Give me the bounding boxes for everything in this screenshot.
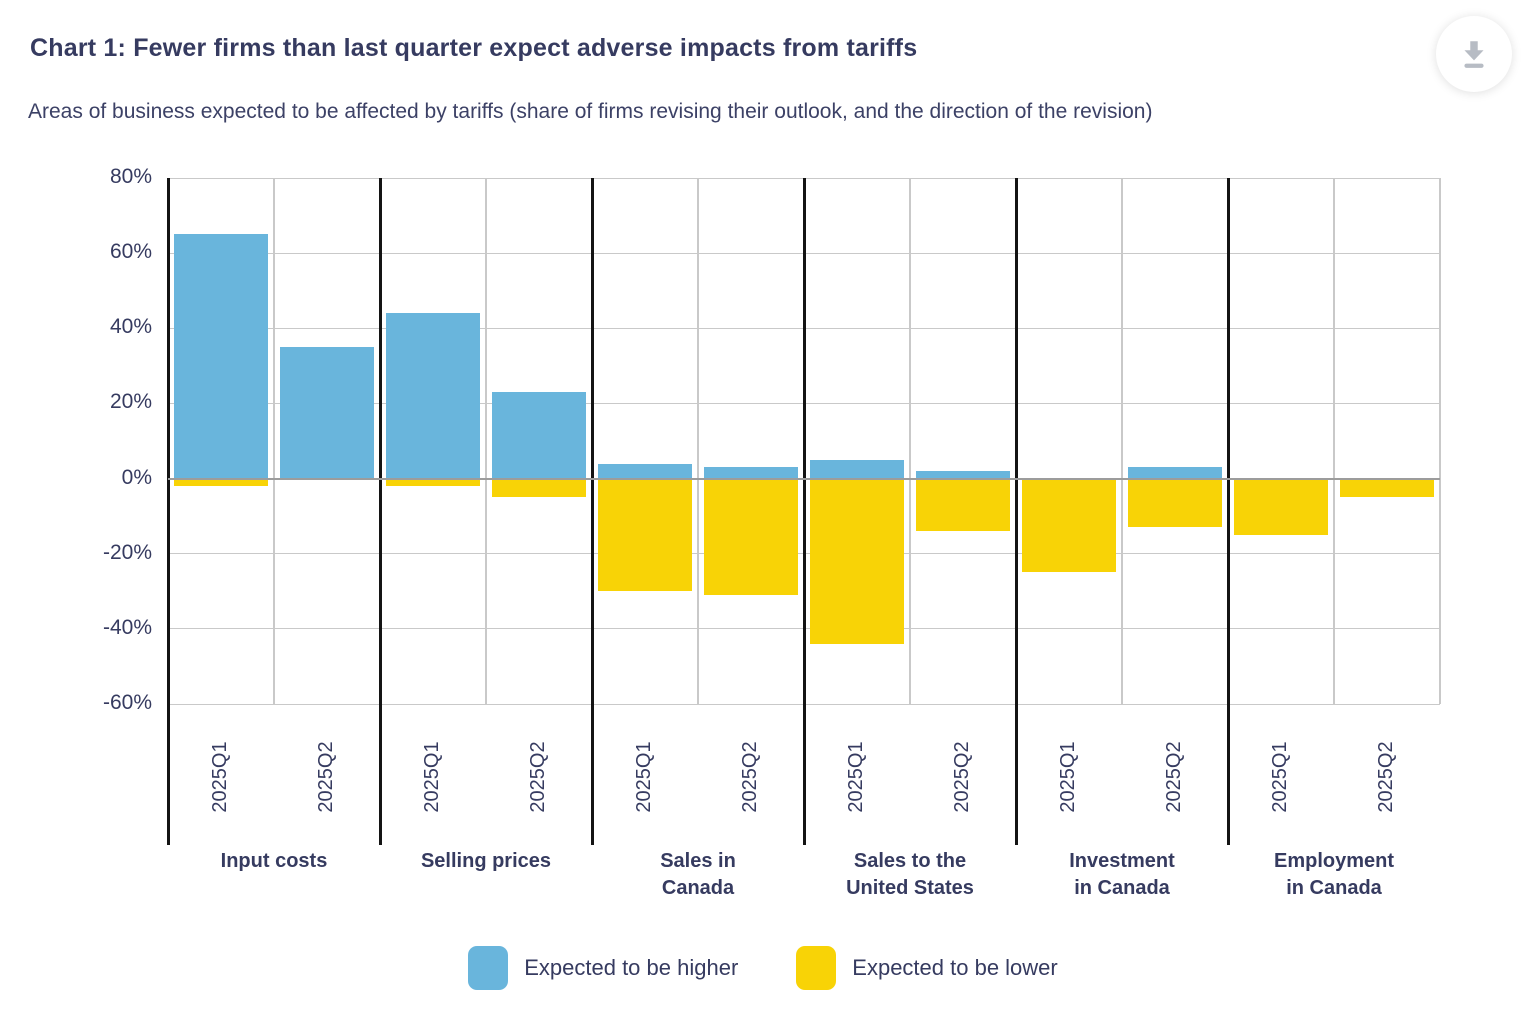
x-tick-label: 2025Q1: [1057, 741, 1079, 813]
bar-higher-selling-prices-2025q1[interactable]: [386, 313, 480, 479]
chart-title: Chart 1: Fewer firms than last quarter e…: [30, 34, 918, 62]
x-tick-label: 2025Q2: [951, 741, 973, 813]
bar-lower-employment-in-canada-2025q1[interactable]: [1234, 478, 1328, 535]
quarter-divider: [1121, 178, 1123, 704]
bar-lower-sales-to-the-united-states-2025q2[interactable]: [916, 478, 1010, 532]
category-label-input-costs: Input costs: [220, 850, 328, 872]
y-axis-label: 80%: [109, 165, 152, 188]
bar-higher-sales-in-canada-2025q1[interactable]: [598, 463, 692, 479]
x-tick-label: 2025Q2: [527, 741, 549, 813]
quarter-divider: [273, 178, 275, 704]
bar-lower-employment-in-canada-2025q2[interactable]: [1340, 478, 1434, 498]
x-tick-label: 2025Q2: [739, 741, 761, 813]
bar-lower-selling-prices-2025q1[interactable]: [386, 478, 480, 487]
bar-higher-selling-prices-2025q2[interactable]: [492, 392, 586, 479]
x-tick-label: 2025Q1: [633, 741, 655, 813]
x-tick-label: 2025Q1: [209, 741, 231, 813]
download-button[interactable]: [1436, 16, 1512, 92]
y-axis-label: 20%: [109, 390, 152, 414]
bar-higher-input-costs-2025q2[interactable]: [280, 347, 374, 479]
bar-lower-sales-in-canada-2025q2[interactable]: [704, 478, 798, 596]
x-tick-label: 2025Q1: [845, 741, 867, 813]
bar-higher-sales-in-canada-2025q2[interactable]: [704, 467, 798, 479]
y-axis-label: 60%: [109, 240, 152, 264]
x-tick-label: 2025Q2: [1163, 741, 1185, 813]
legend-swatch: [468, 946, 509, 990]
category-label-sales-to-the-united-states: Sales to the United States: [846, 850, 974, 899]
category-separator: [591, 178, 594, 845]
zero-line: [168, 477, 1440, 480]
category-label-investment-in-canada: Investment in Canada: [1069, 850, 1175, 899]
legend-item-expected-to-be-lower[interactable]: Expected to be lower: [796, 946, 1058, 990]
category-label-employment-in-canada: Employment in Canada: [1273, 850, 1395, 899]
y-axis-label: -60%: [102, 691, 152, 714]
chart-subtitle: Areas of business expected to be affecte…: [28, 100, 1153, 123]
bar-lower-investment-in-canada-2025q1[interactable]: [1022, 478, 1116, 573]
category-separator: [167, 178, 170, 845]
category-separator: [379, 178, 382, 845]
quarter-divider: [697, 178, 699, 704]
quarter-divider: [1333, 178, 1335, 704]
y-axis-label: -40%: [102, 615, 152, 639]
category-separator: [803, 178, 806, 845]
download-icon: [1457, 37, 1491, 71]
category-separator: [1015, 178, 1018, 845]
y-axis-label: 40%: [109, 315, 152, 339]
category-label-sales-in-canada: Sales in Canada: [660, 850, 736, 899]
bar-higher-input-costs-2025q1[interactable]: [174, 234, 268, 479]
quarter-divider: [485, 178, 487, 704]
x-tick-label: 2025Q1: [1269, 741, 1291, 813]
legend-label: Expected to be higher: [524, 955, 739, 980]
bar-lower-sales-to-the-united-states-2025q1[interactable]: [810, 478, 904, 644]
x-tick-label: 2025Q2: [1375, 741, 1397, 813]
x-tick-label: 2025Q2: [315, 741, 337, 813]
bar-higher-sales-to-the-united-states-2025q1[interactable]: [810, 459, 904, 479]
bar-higher-sales-to-the-united-states-2025q2[interactable]: [916, 471, 1010, 479]
x-tick-label: 2025Q1: [421, 741, 443, 813]
legend-label: Expected to be lower: [852, 955, 1058, 980]
category-separator: [1227, 178, 1230, 845]
legend-item-expected-to-be-higher[interactable]: Expected to be higher: [468, 946, 738, 990]
bar-lower-investment-in-canada-2025q2[interactable]: [1128, 478, 1222, 528]
bar-lower-input-costs-2025q1[interactable]: [174, 478, 268, 487]
bar-lower-selling-prices-2025q2[interactable]: [492, 478, 586, 498]
legend-swatch: [796, 946, 837, 990]
category-label-selling-prices: Selling prices: [420, 850, 552, 872]
bar-lower-sales-in-canada-2025q1[interactable]: [598, 478, 692, 592]
y-axis-label: 0%: [121, 465, 152, 489]
quarter-divider: [909, 178, 911, 704]
bar-higher-investment-in-canada-2025q2[interactable]: [1128, 467, 1222, 479]
plot-right-edge: [1439, 178, 1441, 704]
legend: Expected to be higher Expected to be lowe…: [0, 946, 1526, 990]
y-axis-label: -20%: [102, 540, 152, 564]
